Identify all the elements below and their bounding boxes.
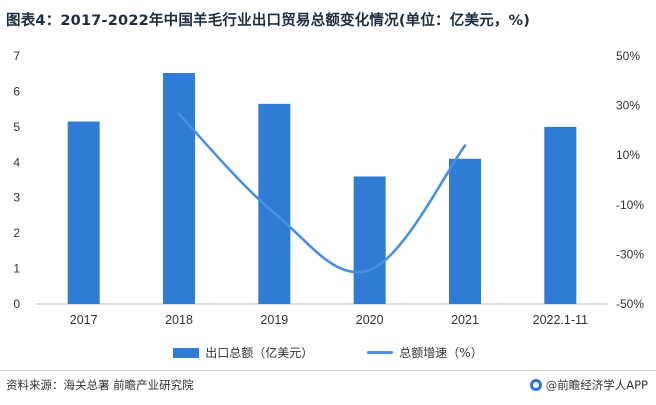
x-tick-label: 2020 [356, 313, 384, 327]
legend-line-swatch [367, 351, 394, 354]
bar [449, 158, 481, 304]
y-right-tick-label: 50% [616, 49, 640, 63]
footer: 资料来源：海关总署 前瞻产业研究院 @前瞻经济学人APP [0, 370, 656, 405]
chart-title: 图表4：2017-2022年中国羊毛行业出口贸易总额变化情况(单位：亿美元，%) [6, 13, 531, 29]
y-right-tick-label: -30% [616, 247, 644, 261]
y-left-tick-label: 4 [13, 155, 20, 169]
brand-label: @前瞻经济学人APP [545, 378, 648, 392]
legend-line-label: 总额增速（%） [399, 346, 483, 360]
y-right-tick-label: -10% [616, 198, 644, 212]
bar [163, 73, 195, 305]
chart-legend: 出口总额（亿美元） 总额增速（%） [0, 344, 656, 361]
y-right-tick-label: -50% [616, 297, 644, 311]
x-tick-label: 2021 [451, 313, 479, 327]
x-tick-label: 2017 [70, 313, 98, 327]
x-tick-label: 2022.1-11 [533, 313, 588, 327]
y-left-tick-label: 7 [13, 49, 20, 63]
brand-credit: @前瞻经济学人APP [529, 377, 648, 393]
y-right-tick-label: 30% [616, 99, 640, 113]
y-left-tick-label: 2 [13, 226, 20, 240]
x-tick-label: 2018 [165, 313, 193, 327]
brand-logo-icon [529, 379, 542, 391]
y-left-tick-label: 6 [13, 84, 20, 98]
bar [544, 126, 577, 304]
bar [67, 121, 100, 305]
y-left-tick-label: 0 [13, 297, 20, 311]
combo-chart: 0 1 2 3 4 5 6 7 -50% -30% -10% 10% 30% 50% 2017 2018 201… [13, 49, 644, 327]
legend-bar-label: 出口总额（亿美元） [205, 346, 314, 360]
y-left-tick-label: 3 [13, 191, 20, 205]
chart-area: 0 1 2 3 4 5 6 7 -50% -30% -10% 10% 30% 50% 2017 2018 201… [0, 36, 656, 366]
y-left-tick-label: 5 [13, 120, 20, 134]
y-right-tick-label: 10% [616, 148, 640, 162]
y-left-tick-label: 1 [13, 262, 20, 276]
legend-item-bar: 出口总额（亿美元） [173, 344, 313, 361]
legend-item-line: 总额增速（%） [367, 344, 483, 361]
x-tick-label: 2019 [260, 313, 288, 327]
legend-bar-swatch [173, 347, 200, 358]
bar [353, 176, 386, 304]
growth-line [177, 112, 467, 274]
source-note: 资料来源：海关总署 前瞻产业研究院 [6, 378, 194, 392]
